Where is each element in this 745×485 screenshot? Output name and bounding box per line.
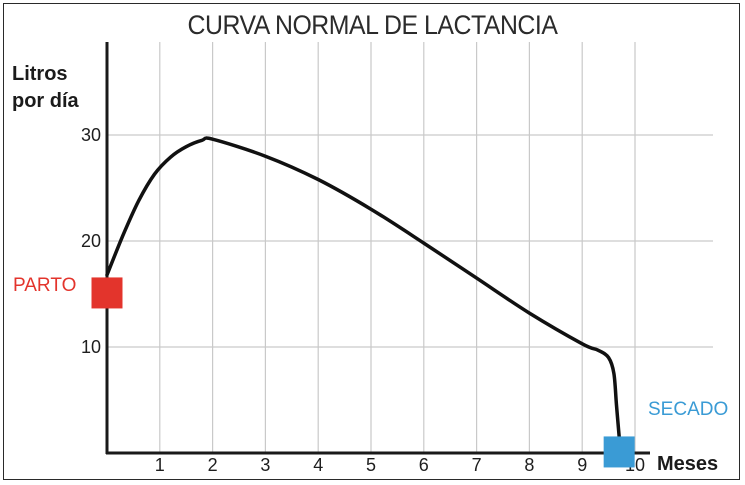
series-layer: [105, 136, 621, 439]
x-tick-label-9: 9: [577, 455, 587, 475]
x-tick-label-1: 1: [155, 455, 165, 475]
secado-label: SECADO: [648, 399, 729, 420]
x-tick-label-2: 2: [208, 455, 218, 475]
markers: [91, 277, 635, 468]
y-tick-label-20: 20: [81, 231, 101, 251]
y-tick-label-10: 10: [81, 337, 101, 357]
x-tick-label-7: 7: [472, 455, 482, 475]
y-tick-label-30: 30: [81, 125, 101, 145]
x-tick-label-6: 6: [419, 455, 429, 475]
parto-label: PARTO: [13, 275, 77, 296]
x-axis-label: Meses: [657, 453, 719, 475]
grid: [107, 42, 713, 453]
x-tick-label-5: 5: [366, 455, 376, 475]
axes: [105, 42, 650, 455]
x-tick-label-4: 4: [313, 455, 323, 475]
marker-secado: [603, 436, 635, 468]
x-tick-label-8: 8: [524, 455, 534, 475]
series-line-0: [105, 136, 621, 439]
x-tick-label-3: 3: [260, 455, 270, 475]
marker-parto: [91, 277, 123, 309]
y-axis-label: Litros por día: [12, 63, 79, 112]
chart-title: CURVA NORMAL DE LACTANCIA: [187, 10, 558, 40]
